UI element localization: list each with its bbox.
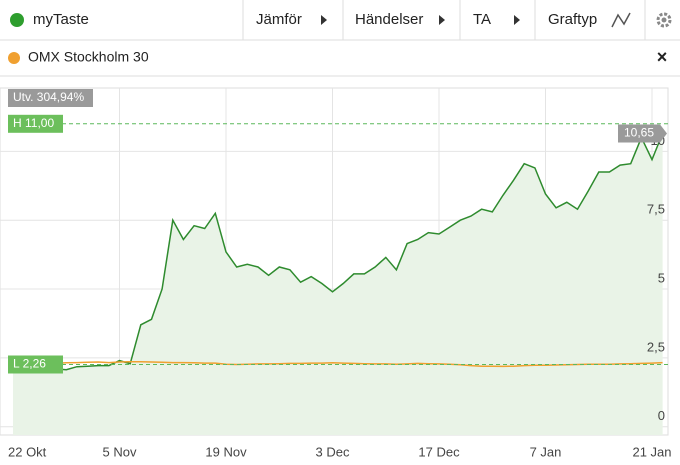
reference-label: L 2,26 (13, 357, 46, 371)
arrow (439, 15, 445, 25)
settings-icon[interactable] (656, 12, 672, 28)
legend-dot (8, 52, 20, 64)
reference-badge (8, 114, 63, 133)
menu-events[interactable]: Händelser (355, 11, 423, 28)
y-tick-label: 0 (658, 408, 665, 423)
chart-type-icon (611, 12, 631, 28)
series-line (13, 360, 663, 368)
x-tick-label: 7 Jan (530, 444, 562, 459)
series-line (12, 133, 664, 371)
area (13, 133, 663, 435)
x-tick-label: 19 Nov (205, 444, 247, 459)
x-tick-label: 5 Nov (103, 444, 137, 459)
x-tick-label: 22 Okt (8, 444, 47, 459)
change-label: Utv. 304,94% (13, 90, 84, 104)
change-badge (8, 89, 93, 107)
plot: 22 Okt 5 Nov 19 Nov 3 Dec 17 Dec 7 Jan 21 Jan 0… (0, 87, 672, 459)
toolbar (0, 0, 680, 40)
arrow (514, 15, 520, 25)
legend-label: OMX Stockholm 30 (28, 49, 149, 65)
y-tick-label: 2,5 (647, 339, 665, 354)
menu-chart-type[interactable]: Graftyp (548, 11, 597, 28)
reference-badge (8, 355, 63, 374)
x-tick-label: 21 Jan (632, 444, 671, 459)
reference-label: H 11,00 (13, 116, 54, 130)
last-badge (618, 124, 667, 143)
x-tick-label: 17 Dec (418, 444, 460, 459)
series-name[interactable]: myTaste (33, 11, 89, 28)
x-tick-label: 3 Dec (316, 444, 350, 459)
y-tick-label: 7,5 (647, 202, 665, 217)
arrow (321, 15, 327, 25)
series-dot (10, 13, 24, 27)
last-label: 10,65 (624, 126, 654, 140)
y-tick-label: 5 (658, 270, 665, 285)
menu-ta[interactable]: TA (473, 11, 491, 28)
menu-compare[interactable]: Jämför (256, 11, 302, 28)
close-button[interactable]: × (657, 47, 668, 67)
